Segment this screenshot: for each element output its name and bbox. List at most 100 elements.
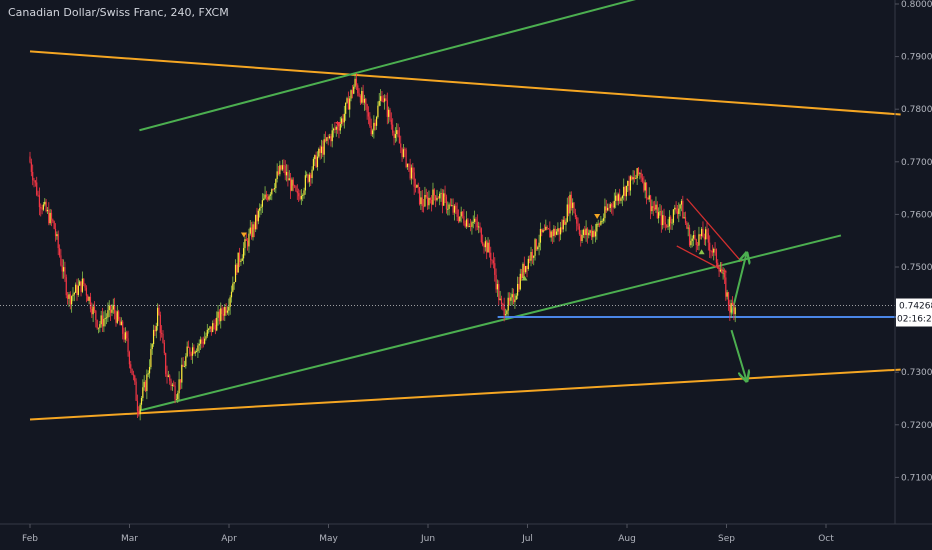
candle-body	[404, 149, 406, 151]
candle-body	[146, 374, 148, 392]
candle-body	[259, 208, 261, 211]
candle-body	[204, 338, 206, 344]
candle-body	[558, 228, 560, 235]
candle-body	[656, 204, 658, 219]
time-axis-tick-label: Oct	[818, 534, 834, 544]
candle-body	[398, 135, 400, 144]
candle-body	[459, 216, 461, 222]
candle-body	[624, 186, 626, 197]
candles-layer	[29, 73, 736, 421]
candle-body	[620, 198, 622, 201]
candle-body	[119, 319, 121, 326]
candle-body	[230, 291, 233, 298]
candle-body	[385, 98, 387, 101]
candle-body	[507, 297, 509, 311]
candle-body	[72, 294, 74, 297]
candle-body	[296, 191, 298, 194]
candle-body	[463, 216, 465, 224]
candle-body	[150, 348, 152, 368]
candle-body	[461, 211, 464, 217]
green-upper-trendline[interactable]	[139, 0, 656, 132]
candle-body	[648, 195, 650, 200]
candle-body	[400, 143, 402, 148]
candle-body	[568, 204, 570, 214]
candle-body	[416, 184, 418, 188]
candle-body	[574, 213, 576, 217]
candle-body	[45, 201, 47, 212]
candle-body	[690, 240, 692, 246]
candle-body	[60, 255, 62, 266]
candle-body	[566, 204, 568, 222]
red-channel-top[interactable]	[686, 198, 742, 263]
candle-body	[474, 218, 476, 222]
candle-body	[480, 228, 482, 243]
candle-body	[420, 197, 422, 205]
candle-body	[71, 296, 73, 305]
candle-body	[268, 195, 270, 200]
candle-body	[307, 174, 309, 182]
candle-body	[275, 179, 277, 189]
candle-body	[206, 329, 208, 337]
green-arrow-down[interactable]	[730, 329, 746, 380]
candle-body	[727, 292, 730, 306]
candle-body	[729, 305, 731, 313]
candle-body	[233, 282, 235, 284]
candle-body	[683, 217, 685, 219]
up-triangle-marker	[521, 275, 528, 281]
candle-body	[432, 189, 434, 205]
candle-body	[147, 373, 149, 375]
candle-body	[659, 211, 661, 213]
candle-body	[69, 294, 71, 305]
candle-body	[48, 209, 50, 224]
candle-body	[658, 212, 660, 219]
candle-body	[320, 146, 323, 153]
candle-body	[384, 98, 386, 102]
candle-body	[534, 239, 536, 256]
candle-body	[561, 227, 563, 230]
candle-body	[433, 189, 435, 196]
candle-body	[440, 193, 442, 194]
time-axis[interactable]: Feb Mar Apr May Jun Jul Aug Sep Oct	[22, 524, 834, 544]
candle-body	[77, 285, 79, 295]
candle-body	[417, 184, 419, 188]
candle-body	[161, 332, 163, 334]
candle-body	[687, 227, 689, 229]
candle-body	[143, 381, 145, 388]
candle-body	[75, 284, 77, 293]
candle-body	[445, 196, 448, 210]
candle-body	[73, 292, 75, 295]
candle-body	[50, 212, 53, 220]
candle-body	[202, 341, 204, 344]
red-channel-bottom[interactable]	[676, 245, 727, 273]
orange-lower-trendline[interactable]	[29, 368, 901, 421]
candle-body	[272, 189, 274, 190]
candle-body	[62, 267, 65, 272]
candle-body	[322, 146, 324, 155]
candle-body	[667, 226, 669, 228]
candle-body	[103, 318, 105, 327]
candle-body	[715, 249, 718, 263]
candle-body	[549, 229, 551, 238]
candle-body	[131, 368, 133, 375]
candle-body	[605, 206, 607, 211]
candle-body	[608, 207, 610, 209]
candle-body	[538, 242, 540, 248]
candle-body	[315, 155, 317, 168]
candle-body	[53, 221, 55, 229]
green-lower-trendline[interactable]	[139, 234, 842, 412]
time-axis-tick-label: Jul	[521, 534, 533, 544]
candle-body	[302, 195, 304, 196]
candle-body	[611, 204, 613, 207]
orange-upper-trendline[interactable]	[29, 50, 901, 116]
candle-body	[46, 209, 49, 212]
candle-body	[107, 310, 109, 318]
candle-body	[377, 105, 379, 118]
candle-body	[362, 90, 364, 103]
candle-body	[424, 194, 426, 207]
candle-body	[345, 102, 347, 114]
candle-body	[122, 321, 124, 334]
candle-body	[546, 226, 548, 229]
